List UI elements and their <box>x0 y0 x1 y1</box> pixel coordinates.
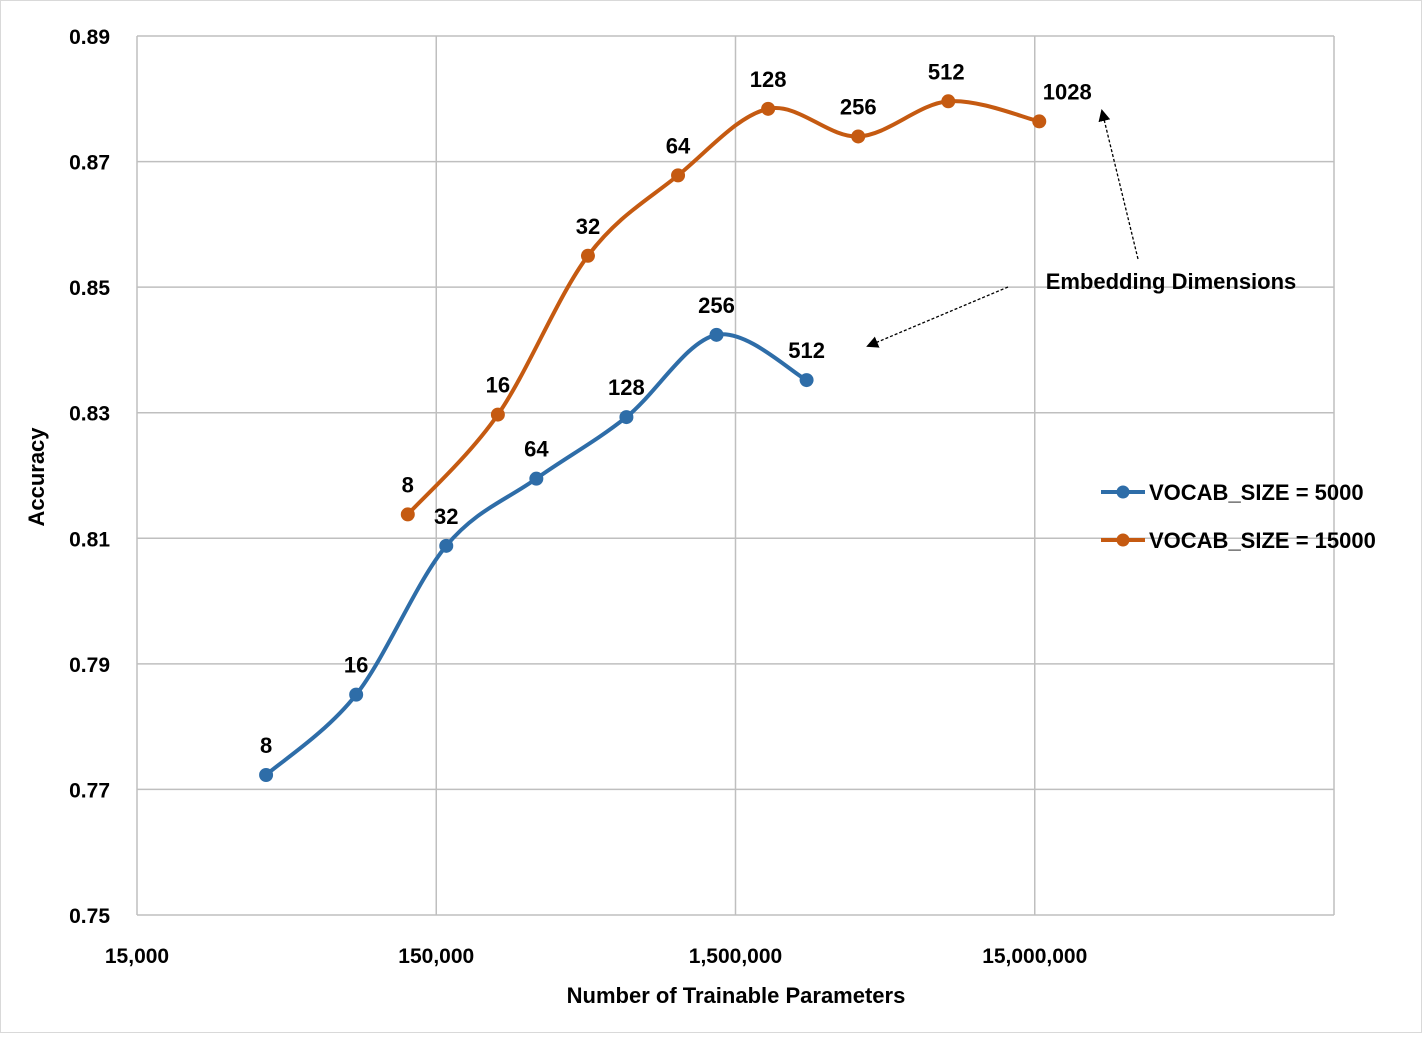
y-tick-label: 0.87 <box>69 152 110 175</box>
annotation-arrow-lower <box>866 286 1009 348</box>
data-label: 64 <box>666 133 691 158</box>
series-line <box>405 99 1042 517</box>
legend-item-vocab-5000[interactable]: VOCAB_SIZE = 5000 <box>1101 480 1364 505</box>
data-label: 256 <box>840 94 877 119</box>
data-point[interactable] <box>349 687 364 702</box>
data-label: 16 <box>344 653 368 678</box>
data-label: 512 <box>928 59 965 84</box>
data-label: 1028 <box>1043 79 1092 104</box>
data-point[interactable] <box>259 767 274 782</box>
data-label: 64 <box>524 437 549 462</box>
y-tick-label: 0.85 <box>69 277 110 300</box>
data-point[interactable] <box>671 168 686 183</box>
data-label: 128 <box>608 375 645 400</box>
data-label: 8 <box>402 472 414 497</box>
data-point[interactable] <box>490 407 505 422</box>
legend-label: VOCAB_SIZE = 15000 <box>1149 528 1376 553</box>
x-tick-label: 15,000 <box>105 945 169 968</box>
data-label: 512 <box>788 338 825 363</box>
data-point[interactable] <box>799 373 814 388</box>
data-label: 256 <box>698 293 735 318</box>
annotation-text: Embedding Dimensions <box>1046 269 1297 294</box>
x-tick-label: 15,000,000 <box>982 945 1087 968</box>
data-point[interactable] <box>1032 114 1047 129</box>
gridlines <box>136 35 1335 916</box>
y-tick-labels: 0.75 0.77 0.79 0.81 0.83 0.85 0.87 0.89 <box>69 26 110 928</box>
y-tick-label: 0.83 <box>69 403 110 426</box>
data-label: 8 <box>260 733 272 758</box>
data-label: 32 <box>576 214 600 239</box>
data-point[interactable] <box>761 101 776 116</box>
legend-swatch-marker <box>1116 533 1130 547</box>
x-tick-label: 150,000 <box>398 945 474 968</box>
point-labels: 8 16 32 64 128 256 512 8 16 32 64 128 256 512 1028 <box>260 59 1092 758</box>
data-label: 32 <box>434 504 458 529</box>
embedding-dimensions-annotation: Embedding Dimensions <box>866 109 1297 348</box>
annotation-arrow-upper <box>1098 109 1139 260</box>
y-tick-label: 0.75 <box>69 905 110 928</box>
data-point[interactable] <box>851 129 866 144</box>
series-layer <box>259 94 1047 782</box>
y-tick-label: 0.81 <box>69 528 110 551</box>
data-point[interactable] <box>709 327 724 342</box>
data-point[interactable] <box>580 248 595 263</box>
data-point[interactable] <box>439 538 454 553</box>
data-point[interactable] <box>941 94 956 109</box>
x-axis-title: Number of Trainable Parameters <box>567 983 906 1008</box>
data-point[interactable] <box>619 410 634 425</box>
series-line <box>264 332 809 777</box>
y-tick-label: 0.77 <box>69 779 110 802</box>
legend-label: VOCAB_SIZE = 5000 <box>1149 480 1364 505</box>
y-tick-label: 0.79 <box>69 654 110 677</box>
x-tick-label: 1,500,000 <box>689 945 782 968</box>
data-point[interactable] <box>529 471 544 486</box>
legend-item-vocab-15000[interactable]: VOCAB_SIZE = 15000 <box>1101 528 1376 553</box>
y-axis-title: Accuracy <box>24 427 49 527</box>
data-label: 128 <box>750 67 787 92</box>
x-tick-labels: 15,000 150,000 1,500,000 15,000,000 <box>105 945 1087 968</box>
data-label: 16 <box>486 373 510 398</box>
legend: VOCAB_SIZE = 5000 VOCAB_SIZE = 15000 <box>1101 480 1376 553</box>
y-tick-label: 0.89 <box>69 26 110 49</box>
legend-swatch-marker <box>1116 485 1130 499</box>
data-point[interactable] <box>400 507 415 522</box>
